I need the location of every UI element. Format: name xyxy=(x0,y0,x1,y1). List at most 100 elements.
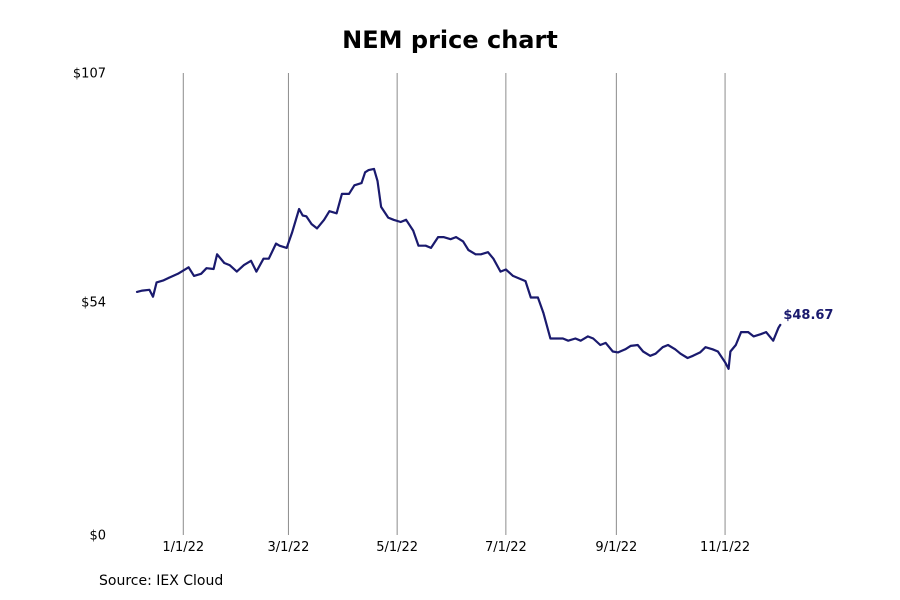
data-point xyxy=(373,167,375,170)
data-point xyxy=(348,192,350,195)
data-point xyxy=(529,296,532,299)
data-point xyxy=(740,331,743,333)
data-point xyxy=(492,257,495,260)
data-point xyxy=(255,270,258,273)
data-point xyxy=(437,236,440,238)
data-point xyxy=(328,210,331,213)
data-point xyxy=(752,335,755,338)
data-point xyxy=(624,348,627,351)
data-point xyxy=(262,257,265,260)
data-point xyxy=(200,272,203,275)
data-point xyxy=(228,264,231,267)
data-point xyxy=(765,331,767,333)
data-point xyxy=(517,277,520,279)
data-point xyxy=(367,169,370,172)
y-tick-label: $0 xyxy=(89,529,106,544)
chart-title: NEM price chart xyxy=(342,26,558,54)
data-point xyxy=(699,351,702,354)
data-point xyxy=(291,231,293,234)
data-point xyxy=(617,351,620,354)
data-point xyxy=(417,244,420,247)
data-point xyxy=(592,337,595,340)
data-point xyxy=(148,288,151,291)
data-point xyxy=(779,323,782,326)
x-tick-label: 1/1/22 xyxy=(162,540,204,555)
data-point xyxy=(430,246,432,249)
x-axis-tick-labels: 1/1/22 3/1/22 5/1/22 7/1/22 9/1/22 11/1/22 xyxy=(162,540,750,555)
data-point xyxy=(567,339,570,342)
data-point xyxy=(724,361,726,364)
data-point xyxy=(162,279,165,282)
data-point xyxy=(275,242,277,245)
data-point xyxy=(399,221,402,223)
data-point xyxy=(136,291,138,293)
data-point xyxy=(524,280,527,283)
data-point xyxy=(168,276,170,279)
price-line xyxy=(135,167,782,370)
data-point xyxy=(487,251,489,254)
data-point xyxy=(554,337,557,340)
data-point xyxy=(467,249,470,251)
data-point xyxy=(177,272,179,275)
data-point xyxy=(278,244,281,247)
data-point xyxy=(242,264,245,267)
data-point xyxy=(316,227,318,230)
data-point xyxy=(654,352,657,355)
data-point xyxy=(474,253,477,256)
data-point xyxy=(301,214,304,217)
data-point xyxy=(155,281,158,284)
data-point xyxy=(267,257,270,260)
data-point xyxy=(205,267,208,270)
data-point xyxy=(679,352,682,355)
data-point xyxy=(604,341,607,344)
series xyxy=(135,167,782,370)
data-point xyxy=(480,253,482,256)
data-point xyxy=(561,337,564,340)
data-point xyxy=(642,350,644,353)
data-point xyxy=(152,295,154,298)
data-point xyxy=(310,223,313,226)
x-tick-label: 5/1/22 xyxy=(376,540,418,555)
data-point xyxy=(387,216,390,219)
chart-source: Source: IEX Cloud xyxy=(99,573,224,589)
data-point xyxy=(449,238,452,241)
data-point xyxy=(729,350,732,353)
data-point xyxy=(674,348,677,351)
data-point xyxy=(717,350,719,353)
x-tick-label: 11/1/22 xyxy=(700,540,750,555)
data-point xyxy=(667,344,669,346)
data-point xyxy=(636,344,639,346)
data-point xyxy=(586,335,589,338)
data-point xyxy=(341,192,343,195)
data-point xyxy=(599,344,602,346)
data-point xyxy=(747,331,750,333)
data-point xyxy=(223,262,226,264)
data-point xyxy=(512,275,514,277)
data-point xyxy=(455,236,457,238)
data-point xyxy=(376,180,379,182)
data-point xyxy=(727,367,730,370)
data-points xyxy=(136,167,782,370)
data-point xyxy=(364,171,366,174)
data-point xyxy=(442,236,445,238)
data-point xyxy=(298,208,301,210)
last-price-label: $48.67 xyxy=(783,308,833,323)
data-point xyxy=(212,268,215,270)
data-point xyxy=(216,253,219,256)
data-point xyxy=(392,218,395,221)
data-point xyxy=(504,268,507,271)
data-point xyxy=(193,275,195,277)
data-point xyxy=(380,205,383,208)
data-point xyxy=(692,354,694,357)
data-point xyxy=(499,270,502,273)
y-tick-label: $54 xyxy=(81,295,106,310)
data-point xyxy=(405,218,407,221)
data-point xyxy=(412,229,415,232)
data-point xyxy=(579,339,582,342)
x-tick-label: 9/1/22 xyxy=(595,540,637,555)
data-point xyxy=(542,311,545,314)
data-point xyxy=(772,339,775,342)
data-point xyxy=(360,182,363,185)
data-point xyxy=(549,337,552,340)
